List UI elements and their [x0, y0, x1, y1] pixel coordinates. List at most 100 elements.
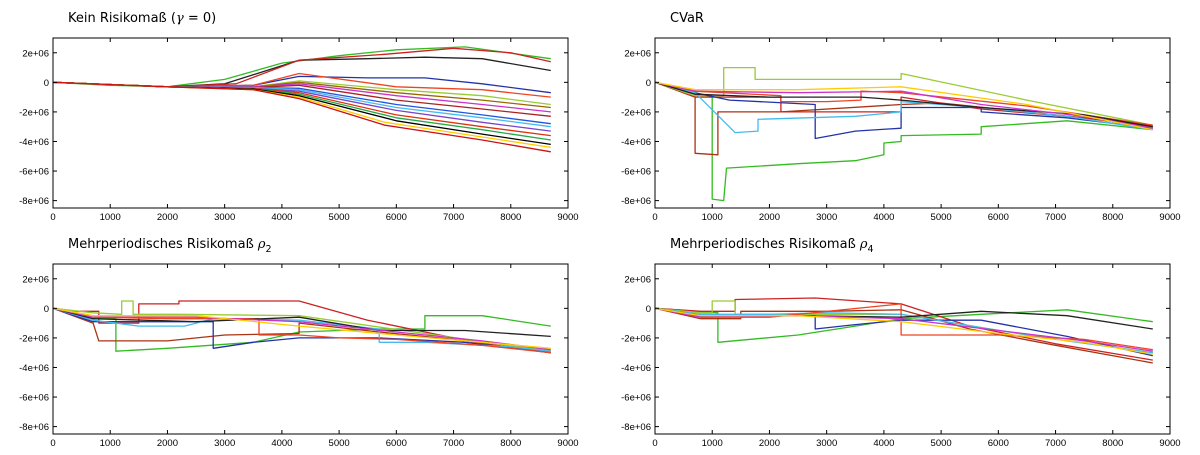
y-tick-label: 0: [646, 78, 651, 89]
series-line: [53, 307, 551, 338]
series-line: [53, 307, 551, 354]
x-tick-label: 2000: [157, 438, 178, 449]
x-tick-label: 1000: [100, 212, 121, 223]
chart-title-part: CVaR: [670, 11, 704, 26]
y-tick-label: -4e+06: [621, 363, 651, 374]
x-tick-label: 9000: [1159, 212, 1180, 223]
chart-title: Mehrperiodisches Risikomaß ρ4: [670, 237, 874, 255]
x-tick-label: 1000: [702, 438, 723, 449]
y-tick-label: 0: [646, 304, 651, 315]
chart-panel-3: Mehrperiodisches Risikomaß ρ2 0 1000 2000 30…: [19, 237, 578, 449]
x-tick-label: 1000: [702, 212, 723, 223]
x-tick-label: 5000: [329, 438, 350, 449]
x-tick-label: 7000: [443, 212, 464, 223]
series-line: [53, 307, 551, 354]
chart-panel-2: CVaR 0 1000 2000 3000 4000 5000 6000 7000 8000 900…: [621, 11, 1180, 223]
y-tick-label: -6e+06: [19, 167, 49, 178]
y-tick-label: -6e+06: [19, 393, 49, 404]
x-tick-label: 3000: [214, 438, 235, 449]
series-line: [655, 307, 1153, 354]
x-tick-label: 6000: [988, 438, 1009, 449]
chart-title-part: ρ: [257, 237, 266, 252]
x-tick-label: 9000: [1159, 438, 1180, 449]
x-tick-label: 4000: [873, 212, 894, 223]
chart-title-part: Mehrperiodisches Risikomaß: [68, 237, 258, 252]
chart-panel-4: Mehrperiodisches Risikomaß ρ4 0 1000 2000 30…: [621, 237, 1180, 449]
y-tick-label: 2e+06: [22, 48, 49, 59]
series-line: [53, 307, 551, 349]
series-line: [655, 297, 1153, 361]
x-tick-label: 0: [652, 212, 657, 223]
series-line: [655, 81, 1153, 131]
x-tick-label: 5000: [329, 212, 350, 223]
y-tick-label: -8e+06: [621, 422, 651, 433]
y-tick-label: -2e+06: [19, 107, 49, 118]
x-tick-label: 7000: [443, 438, 464, 449]
x-tick-label: 8000: [500, 438, 521, 449]
chart-title-part: 2: [266, 244, 272, 255]
x-tick-label: 0: [50, 212, 55, 223]
series-line: [53, 307, 551, 351]
chart-title: CVaR: [670, 11, 704, 26]
x-tick-label: 2000: [759, 212, 780, 223]
x-tick-label: 5000: [931, 438, 952, 449]
plot-frame: [654, 263, 1171, 435]
x-tick-label: 3000: [816, 438, 837, 449]
chart-title: Mehrperiodisches Risikomaß ρ2: [68, 237, 272, 255]
y-tick-label: 0: [44, 78, 49, 89]
chart-panel-1: Kein Risikomaß (γ = 0) 0 1000 2000 3000 4000 5…: [19, 11, 578, 223]
x-tick-label: 6000: [386, 212, 407, 223]
y-tick-label: -8e+06: [19, 196, 49, 207]
x-tick-label: 9000: [557, 438, 578, 449]
y-tick-label: 2e+06: [22, 274, 49, 285]
x-tick-label: 7000: [1045, 438, 1066, 449]
x-tick-label: 9000: [557, 212, 578, 223]
y-tick-label: 2e+06: [624, 48, 651, 59]
x-tick-label: 1000: [100, 438, 121, 449]
series-line: [655, 81, 1153, 128]
y-tick-label: -2e+06: [621, 333, 651, 344]
x-tick-label: 4000: [271, 212, 292, 223]
y-tick-label: -4e+06: [19, 363, 49, 374]
x-tick-label: 6000: [988, 212, 1009, 223]
chart-title: Kein Risikomaß (γ = 0): [68, 11, 216, 26]
y-tick-label: 2e+06: [624, 274, 651, 285]
series-line: [655, 307, 1153, 352]
x-tick-label: 0: [652, 438, 657, 449]
y-tick-label: 0: [44, 304, 49, 315]
series-line: [53, 300, 551, 352]
series-line: [655, 66, 1153, 126]
x-tick-label: 2000: [759, 438, 780, 449]
chart-title-part: Kein Risikomaß (: [68, 11, 176, 26]
x-tick-label: 7000: [1045, 212, 1066, 223]
chart-title-part: Mehrperiodisches Risikomaß: [670, 237, 860, 252]
series-line: [53, 307, 551, 354]
y-tick-label: -4e+06: [621, 137, 651, 148]
series-line: [53, 81, 551, 141]
series-line: [53, 300, 551, 352]
plot-frame: [52, 263, 569, 435]
series-line: [655, 307, 1153, 343]
x-tick-label: 4000: [873, 438, 894, 449]
x-tick-label: 4000: [271, 438, 292, 449]
x-tick-label: 2000: [157, 212, 178, 223]
y-tick-label: -8e+06: [19, 422, 49, 433]
y-tick-label: -8e+06: [621, 196, 651, 207]
y-tick-label: -6e+06: [621, 393, 651, 404]
y-tick-label: -6e+06: [621, 167, 651, 178]
x-tick-label: 5000: [931, 212, 952, 223]
series-line: [53, 81, 551, 153]
chart-title-part: 4: [868, 244, 874, 255]
chart-title-part: = 0): [184, 11, 217, 26]
x-tick-label: 8000: [1102, 438, 1123, 449]
chart-title-part: ρ: [859, 237, 868, 252]
series-line: [655, 81, 1153, 134]
x-tick-label: 6000: [386, 438, 407, 449]
chart-title-part: γ: [176, 11, 184, 26]
x-tick-label: 3000: [214, 212, 235, 223]
x-tick-label: 8000: [500, 212, 521, 223]
series-line: [655, 81, 1153, 126]
series-line: [53, 81, 551, 113]
plot-frame: [52, 37, 569, 209]
